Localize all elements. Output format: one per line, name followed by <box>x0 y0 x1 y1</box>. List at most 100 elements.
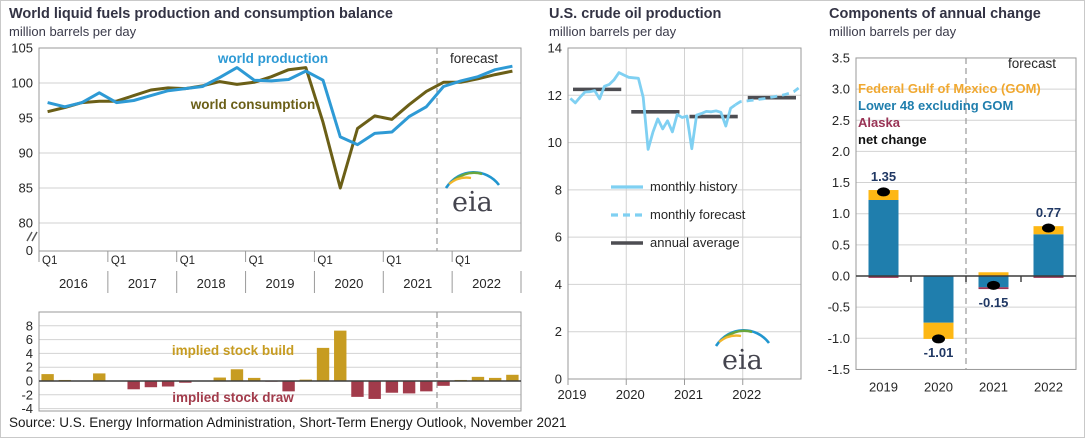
net-change-value-label: 0.77 <box>1036 205 1061 220</box>
implied-stock-build-label: implied stock build <box>172 343 294 358</box>
implied-stock-draw-label: implied stock draw <box>172 390 294 405</box>
forecast-label: forecast <box>1008 56 1056 71</box>
y-tick-label: 3.5 <box>832 50 850 65</box>
legend-gom-label: Federal Gulf of Mexico (GOM) <box>858 81 1041 96</box>
components-title: Components of annual change <box>829 6 1041 22</box>
y-tick-label: 80 <box>19 216 33 231</box>
net-change-marker <box>987 280 1000 290</box>
stock-draw-bar <box>420 381 433 392</box>
stock-build-bar <box>213 377 226 381</box>
world-balance-line-chart: 105 100 95 90 85 80 0 world production world con… <box>11 41 522 293</box>
y-tick-label: 0 <box>555 372 562 387</box>
year-label: 2022 <box>1034 379 1063 394</box>
stock-draw-bar <box>368 381 381 399</box>
stock-draw-bar <box>179 381 192 383</box>
plot-frame <box>38 311 522 412</box>
stock-balance-bars <box>41 330 519 399</box>
year-label: 2019 <box>869 379 898 394</box>
year-label: 2021 <box>674 387 703 402</box>
y-tick-label: -4 <box>21 401 33 416</box>
y-tick-label: -2 <box>21 387 33 402</box>
y-tick-label: 0.5 <box>832 237 850 252</box>
us-crude-subtitle: million barrels per day <box>549 24 677 39</box>
legend-alaska-label: Alaska <box>858 115 901 130</box>
stock-build-bar <box>93 373 106 381</box>
year-label: 2021 <box>979 379 1008 394</box>
year-label: 2021 <box>403 276 432 291</box>
axis-break <box>26 231 33 242</box>
y-tick-label: 1.0 <box>832 206 850 221</box>
stock-build-bar <box>230 369 244 381</box>
y-tick-label: 85 <box>19 181 33 196</box>
quarter-tick-label: Q1 <box>455 255 470 267</box>
stock-draw-bar <box>161 381 175 387</box>
stock-draw-bar <box>351 381 364 397</box>
year-label: 2022 <box>472 276 501 291</box>
y-tick-label: 8 <box>555 182 562 197</box>
year-label: 2020 <box>334 276 363 291</box>
net-change-value-label: -1.01 <box>924 345 954 360</box>
monthly-history-line <box>569 71 737 151</box>
world-balance-subtitle: million barrels per day <box>9 24 137 39</box>
world-consumption-label: world consumption <box>190 97 316 112</box>
legend-net-change-label: net change <box>858 132 927 147</box>
world-production-label: world production <box>217 51 328 66</box>
gom-segment <box>923 322 954 339</box>
eia-logo-yellow-arc <box>448 176 472 185</box>
y-tick-label: 6 <box>555 230 562 245</box>
stock-draw-bar <box>282 381 295 392</box>
y-tick-label: 90 <box>19 146 33 161</box>
eia-logo: eia <box>714 329 771 376</box>
stock-build-bar <box>471 376 485 381</box>
stock-draw-bar <box>144 381 158 388</box>
lower48-segment <box>923 276 954 323</box>
stock-build-bar <box>488 377 502 381</box>
lower48-segment <box>1033 234 1064 276</box>
alaska-segment <box>868 276 899 278</box>
net-change-marker <box>1042 223 1055 233</box>
year-label: 2019 <box>266 276 295 291</box>
plot-frame <box>38 47 522 252</box>
us-crude-title: U.S. crude oil production <box>549 6 722 22</box>
year-label: 2019 <box>558 387 587 402</box>
quarter-tick-label: Q1 <box>180 255 195 267</box>
y-tick-label: 100 <box>11 76 33 91</box>
world-consumption-line <box>47 66 513 190</box>
stock-build-bar <box>334 330 347 381</box>
y-tick-label: 2.5 <box>832 113 850 128</box>
y-tick-label: 10 <box>548 135 562 150</box>
stock-draw-bar <box>437 381 450 386</box>
stock-draw-bar <box>385 381 399 393</box>
lower48-segment <box>868 199 899 276</box>
quarter-tick-label: Q1 <box>386 255 401 267</box>
y-tick-label: -0.5 <box>828 300 850 315</box>
gom-segment <box>978 272 1009 276</box>
y-tick-label: 0.0 <box>832 269 850 284</box>
net-change-marker <box>877 187 890 197</box>
y-tick-label: 95 <box>19 111 33 126</box>
quarter-tick-label: Q1 <box>317 255 332 267</box>
y-tick-label: 2.0 <box>832 144 850 159</box>
axis-break <box>31 231 38 242</box>
year-label: 2022 <box>732 387 761 402</box>
y-tick-label: 6 <box>26 332 33 347</box>
components-stacked-bar-chart: 3.5 3.0 2.5 2.0 1.5 1.0 0.5 0.0 -0.5 -1.0 -1.5 1.35… <box>828 50 1077 394</box>
year-label: 2020 <box>924 379 953 394</box>
y-tick-label: 4 <box>26 346 33 361</box>
legend-annual-average-label: annual average <box>650 235 740 250</box>
stock-draw-bar <box>402 381 416 394</box>
y-tick-label-zero: 0 <box>26 243 33 258</box>
quarter-tick-label: Q1 <box>249 255 264 267</box>
source-note: Source: U.S. Energy Information Administ… <box>9 415 567 430</box>
eia-logo: eia <box>444 171 501 218</box>
y-tick-label: 8 <box>26 318 33 333</box>
year-label: 2016 <box>59 276 88 291</box>
y-tick-label: 3.0 <box>832 82 850 97</box>
y-tick-label: 2 <box>555 324 562 339</box>
legend-monthly-forecast-label: monthly forecast <box>650 207 746 222</box>
y-tick-label: 0 <box>26 374 33 389</box>
stock-build-bar <box>41 374 54 381</box>
